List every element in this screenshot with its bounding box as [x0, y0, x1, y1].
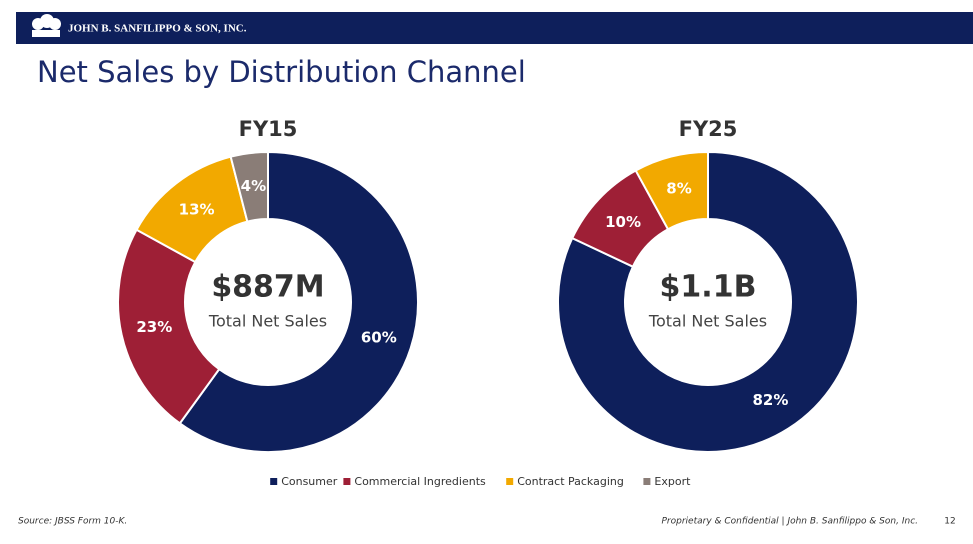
chart-title: FY15	[239, 117, 298, 141]
chart-title: FY25	[679, 117, 738, 141]
legend-label: Contract Packaging	[517, 475, 624, 488]
header-bar	[16, 12, 973, 44]
legend-swatch	[343, 478, 351, 485]
value-label: 23%	[136, 318, 172, 336]
donut-slice	[178, 150, 419, 453]
legend-label: Export	[654, 475, 691, 488]
legend-label: Commercial Ingredients	[354, 475, 486, 488]
slide-title: Net Sales by Distribution Channel	[37, 55, 526, 89]
company-name: JOHN B. SANFILIPPO & SON, INC.	[68, 23, 247, 35]
legend-label: Consumer	[281, 475, 338, 488]
donut-slice	[634, 150, 709, 231]
value-label: 8%	[666, 180, 691, 198]
source: Source: JBSS Form 10-K.	[18, 517, 127, 527]
page-number: 12	[944, 517, 955, 527]
logo	[32, 14, 61, 37]
legend-swatch	[270, 478, 278, 485]
value-label: 10%	[605, 213, 641, 231]
center-sublabel: Total Net Sales	[208, 312, 327, 331]
value-label: 4%	[241, 177, 266, 195]
center-label: $1.1B	[660, 270, 757, 305]
center-sublabel: Total Net Sales	[648, 312, 767, 331]
legend-swatch	[506, 478, 514, 485]
donut-slice	[117, 228, 221, 425]
value-label: 13%	[179, 200, 215, 218]
donut-slice	[557, 150, 859, 453]
legend-swatch	[643, 478, 651, 485]
value-label: 82%	[752, 391, 788, 409]
center-label: $887M	[211, 270, 324, 305]
value-label: 60%	[361, 329, 397, 347]
donut-slice	[229, 150, 269, 223]
confidential: Proprietary & Confidential | John B. San…	[661, 517, 918, 527]
